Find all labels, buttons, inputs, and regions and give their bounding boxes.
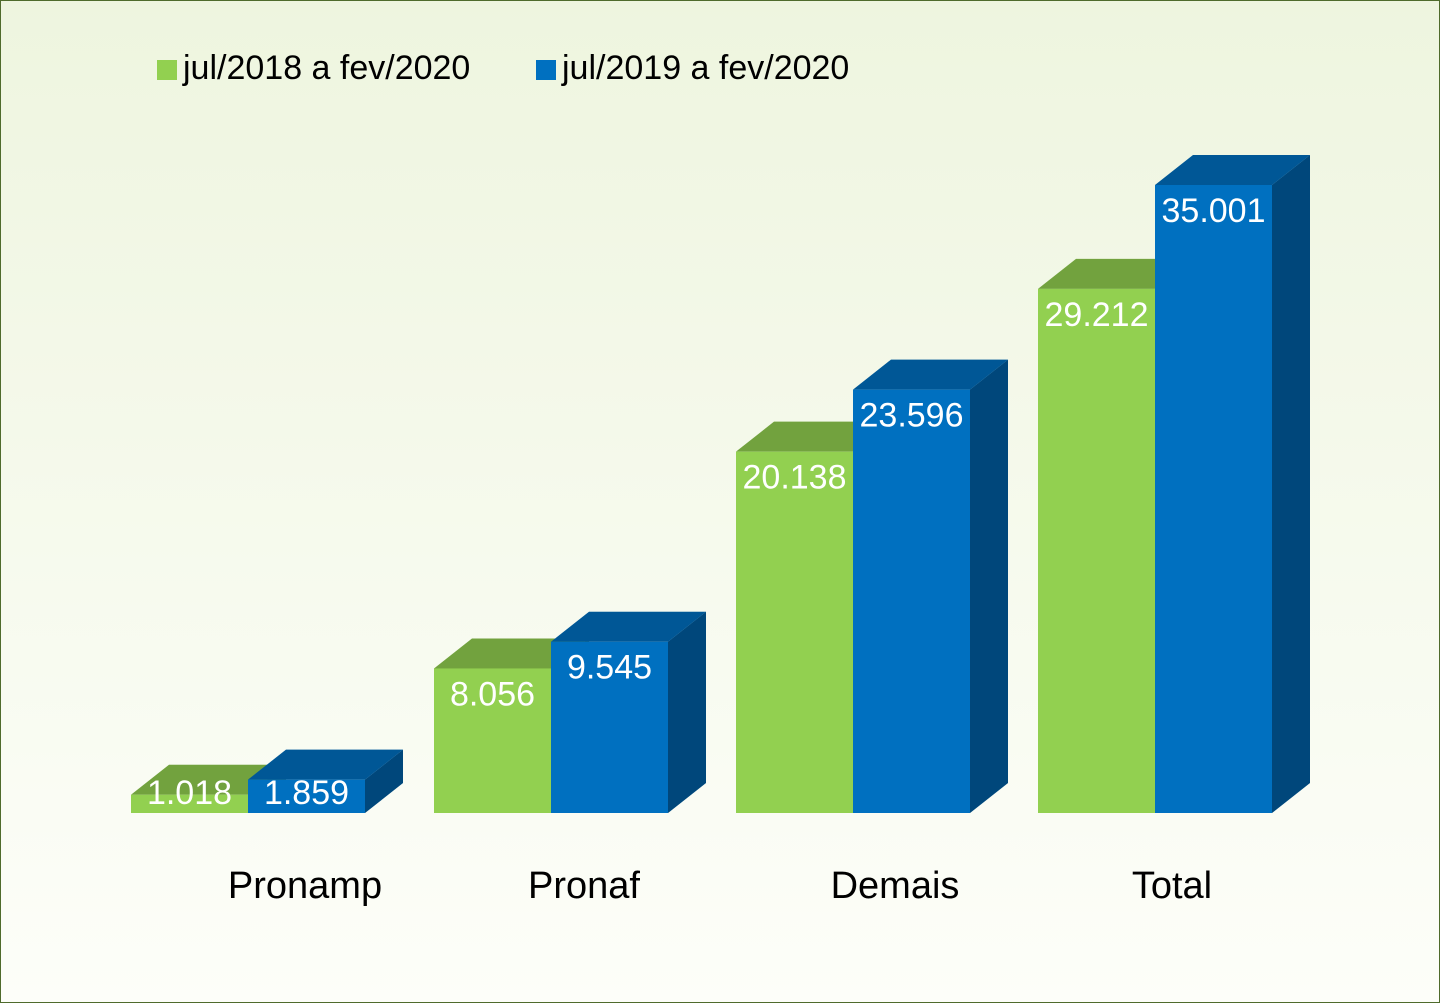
- bar-side-shade: [1272, 155, 1310, 813]
- bar-top: [853, 359, 1008, 390]
- legend-swatch: [536, 60, 556, 80]
- legend-swatch: [157, 60, 177, 80]
- bar-top-shade: [248, 749, 403, 780]
- bar: [551, 641, 668, 813]
- bar-top: [248, 749, 403, 780]
- bar: [736, 451, 853, 813]
- value-label: 8.056: [450, 675, 535, 713]
- bar: [131, 794, 248, 813]
- legend-label: jul/2019 a fev/2020: [561, 49, 849, 87]
- bar: [434, 668, 551, 813]
- value-label: 35.001: [1162, 192, 1266, 230]
- bar-top: [1155, 155, 1310, 185]
- bar-side: [365, 749, 403, 813]
- bar-top-shade: [551, 611, 706, 642]
- bar-side-shade: [970, 359, 1008, 813]
- bar-side-shade: [668, 611, 706, 813]
- bar: [1155, 185, 1272, 813]
- x-tick-label: Total: [1132, 865, 1212, 907]
- bar-top-shade: [1038, 258, 1193, 289]
- bar-top-shade: [736, 421, 891, 452]
- x-tick-label: Pronaf: [528, 865, 640, 907]
- bar-side: [1272, 155, 1310, 813]
- bar-side: [970, 359, 1008, 813]
- bar-top-shade: [434, 638, 589, 669]
- bar-top-shade: [1155, 155, 1310, 185]
- bar-side: [668, 611, 706, 813]
- bar-top: [1038, 258, 1193, 289]
- x-tick-label: Pronamp: [228, 865, 382, 907]
- bar-top-shade: [853, 359, 1008, 390]
- bar-top: [131, 764, 286, 795]
- value-label: 1.859: [264, 774, 349, 812]
- value-label: 1.018: [147, 774, 232, 812]
- value-label: 23.596: [860, 397, 964, 435]
- bar-top: [434, 638, 589, 669]
- value-label: 29.212: [1045, 296, 1149, 334]
- bar-side-shade: [365, 749, 403, 813]
- bar: [853, 389, 970, 813]
- bar: [1038, 288, 1155, 813]
- bar-top-shade: [131, 764, 286, 795]
- bar-top: [736, 421, 891, 452]
- legend-label: jul/2018 a fev/2020: [182, 49, 470, 87]
- value-label: 9.545: [567, 649, 652, 687]
- bar: [248, 779, 365, 813]
- value-label: 20.138: [743, 459, 847, 497]
- bar-top: [551, 611, 706, 642]
- x-tick-label: Demais: [831, 865, 960, 907]
